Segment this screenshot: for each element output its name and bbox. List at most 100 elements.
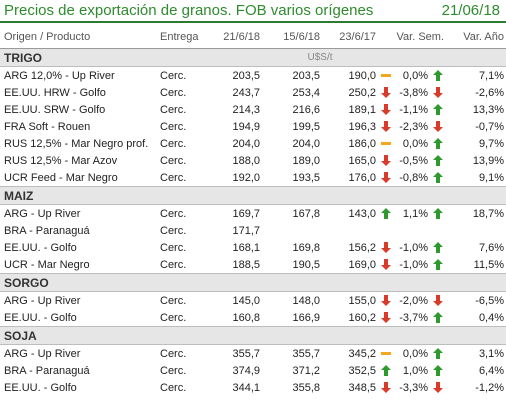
trend-cell xyxy=(378,152,394,169)
price-year-ago-cell: 348,5 xyxy=(348,381,376,394)
product-cell: EE.UU. SRW - Golfo xyxy=(4,103,106,116)
arrow-down-icon xyxy=(381,259,391,271)
arrow-up-icon xyxy=(433,365,443,377)
yearly-change-cell: 6,4% xyxy=(478,364,505,377)
table-row: ARG - Up River Cerc. 145,0 148,0 155,0 -2,0% -… xyxy=(0,292,506,310)
yearly-change-cell xyxy=(446,222,506,239)
trend-cell xyxy=(378,135,394,152)
yearly-change-cell: 18,7% xyxy=(472,207,505,220)
trend-cell xyxy=(430,379,446,396)
product-cell: EE.UU. - Golfo xyxy=(4,311,77,324)
section-fill xyxy=(378,273,506,292)
price-current-cell: 194,9 xyxy=(232,120,260,133)
product-cell: BRA - Paranaguá xyxy=(4,364,90,377)
delivery-cell: Cerc. xyxy=(160,103,187,116)
arrow-down-icon xyxy=(381,172,391,184)
table-row: EE.UU. - Golfo Cerc. 160,8 166,9 160,2 -3,7% 0… xyxy=(0,309,506,327)
trend-cell xyxy=(430,205,446,223)
table-row: ARG - Up River Cerc. 355,7 355,7 345,2 0,0% 3,… xyxy=(0,345,506,363)
prices-table: Origen / Producto Entrega 21/6/18 15/6/1… xyxy=(0,26,506,396)
price-week-ago-cell: 253,4 xyxy=(292,86,320,99)
price-current-cell: 204,0 xyxy=(232,137,260,150)
weekly-change-cell: -3,7% xyxy=(399,311,428,324)
price-current-cell: 171,7 xyxy=(232,224,260,237)
arrow-down-icon xyxy=(433,87,443,99)
yearly-change-cell: -1,2% xyxy=(475,381,505,394)
section-title: TRIGO xyxy=(0,48,262,67)
trend-cell xyxy=(430,256,446,274)
yearly-change-cell: -2,6% xyxy=(475,86,505,99)
product-cell: EE.UU. - Golfo xyxy=(4,381,77,394)
price-week-ago-cell xyxy=(262,222,322,239)
weekly-change-cell xyxy=(394,222,430,239)
price-year-ago-cell: 345,2 xyxy=(348,347,376,360)
delivery-cell: Cerc. xyxy=(160,258,187,271)
section-title: MAIZ xyxy=(0,186,262,205)
trend-cell xyxy=(378,256,394,274)
weekly-change-cell: -0,8% xyxy=(399,171,428,184)
arrow-down-icon xyxy=(433,295,443,307)
product-cell: UCR - Mar Negro xyxy=(4,258,90,271)
trend-cell xyxy=(430,101,446,118)
section-fill xyxy=(378,326,506,345)
trend-cell xyxy=(378,362,394,379)
product-cell: RUS 12,5% - Mar Negro prof. xyxy=(4,137,149,150)
price-year-ago-cell: 143,0 xyxy=(348,207,376,220)
price-current-cell: 344,1 xyxy=(232,381,260,394)
arrow-up-icon xyxy=(433,242,443,254)
arrow-down-icon xyxy=(381,121,391,133)
weekly-change-cell: 1,1% xyxy=(402,207,428,220)
dash-icon xyxy=(381,138,391,149)
price-year-ago-cell: 196,3 xyxy=(348,120,376,133)
price-current-cell: 243,7 xyxy=(232,86,260,99)
trend-cell xyxy=(430,67,446,85)
table-row: EE.UU. - Golfo Cerc. 344,1 355,8 348,5 -3,3% -… xyxy=(0,379,506,396)
table-row: ARG - Up River Cerc. 169,7 167,8 143,0 1,1% 18… xyxy=(0,205,506,223)
delivery-cell: Cerc. xyxy=(160,241,187,254)
delivery-cell: Cerc. xyxy=(160,381,187,394)
price-current-cell: 203,5 xyxy=(232,69,260,82)
trend-cell xyxy=(430,169,446,187)
price-current-cell: 355,7 xyxy=(232,347,260,360)
trend-cell xyxy=(378,101,394,118)
col-header-date-3: 23/6/17 xyxy=(322,26,378,49)
section-row: MAIZ xyxy=(0,186,506,205)
yearly-change-cell: 11,5% xyxy=(473,258,505,271)
price-week-ago-cell: 199,5 xyxy=(292,120,320,133)
col-header-weekly-change: Var. Sem. xyxy=(378,26,447,49)
unit-label xyxy=(262,326,378,345)
trend-cell xyxy=(378,67,394,85)
price-current-cell: 169,7 xyxy=(232,207,260,220)
arrow-up-icon xyxy=(381,365,391,377)
price-current-cell: 145,0 xyxy=(232,294,260,307)
price-year-ago-cell: 169,0 xyxy=(348,258,376,271)
section-title: SORGO xyxy=(0,273,262,292)
delivery-cell: Cerc. xyxy=(160,224,187,237)
yearly-change-cell: -6,5% xyxy=(475,294,505,307)
weekly-change-cell: 1,0% xyxy=(402,364,428,377)
price-week-ago-cell: 355,7 xyxy=(292,347,320,360)
trend-cell xyxy=(430,239,446,256)
arrow-up-icon xyxy=(433,348,443,360)
arrow-up-icon xyxy=(433,208,443,220)
empty-icon-slot xyxy=(433,225,443,236)
price-week-ago-cell: 166,9 xyxy=(292,311,320,324)
price-year-ago-cell: 160,2 xyxy=(348,311,376,324)
price-current-cell: 374,9 xyxy=(232,364,260,377)
weekly-change-cell: -2,0% xyxy=(399,294,428,307)
page-title: Precios de exportación de granos. FOB va… xyxy=(4,2,374,19)
price-year-ago-cell: 352,5 xyxy=(348,364,376,377)
title-bar: Precios de exportación de granos. FOB va… xyxy=(0,0,506,23)
arrow-up-icon xyxy=(433,70,443,82)
price-current-cell: 192,0 xyxy=(232,171,260,184)
price-year-ago-cell: 155,0 xyxy=(348,294,376,307)
price-year-ago-cell: 156,2 xyxy=(348,241,376,254)
price-week-ago-cell: 193,5 xyxy=(292,171,320,184)
weekly-change-cell: 0,0% xyxy=(402,137,428,150)
price-year-ago-cell: 190,0 xyxy=(348,69,376,82)
col-header-date-1: 21/6/18 xyxy=(210,26,262,49)
yearly-change-cell: 9,7% xyxy=(478,137,505,150)
arrow-down-icon xyxy=(381,295,391,307)
trend-cell xyxy=(378,84,394,101)
price-current-cell: 160,8 xyxy=(232,311,260,324)
